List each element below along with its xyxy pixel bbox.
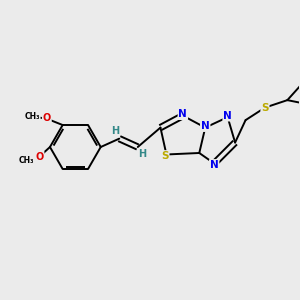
Text: S: S [261,103,269,112]
Text: N: N [223,111,232,121]
Text: H: H [111,126,119,136]
Text: N: N [201,121,210,131]
Text: CH₃: CH₃ [19,156,34,165]
Text: CH₃: CH₃ [24,112,40,121]
Text: O: O [35,152,44,162]
Text: N: N [178,109,187,119]
Text: O: O [43,113,51,124]
Text: N: N [210,160,219,170]
Text: S: S [161,151,169,161]
Text: H: H [138,149,146,160]
